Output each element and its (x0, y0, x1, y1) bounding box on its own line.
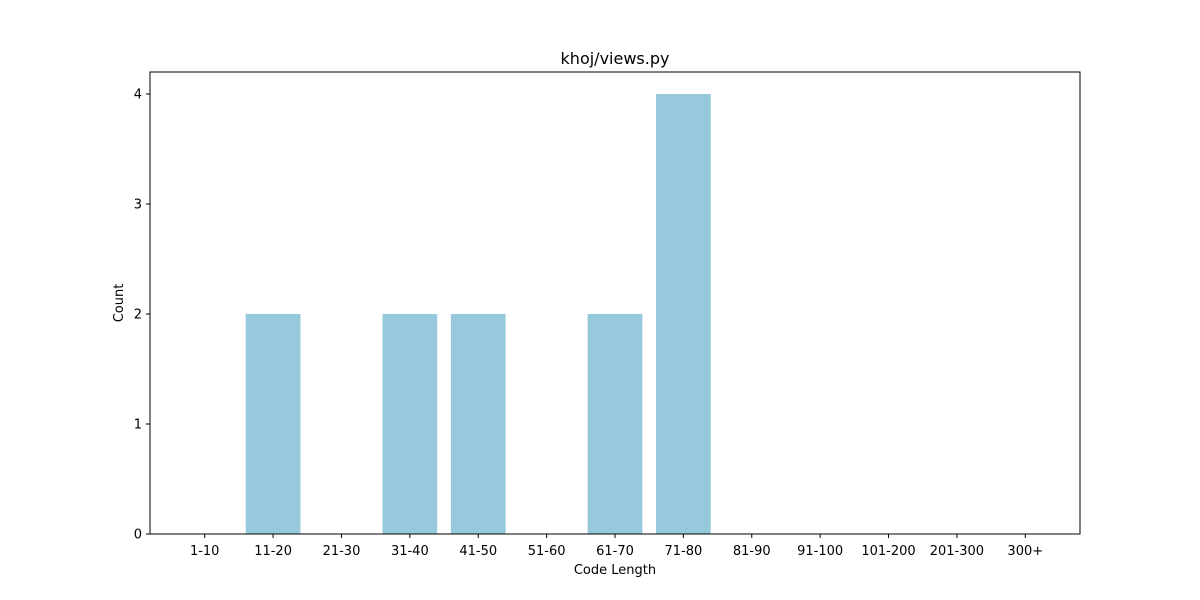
x-axis: 1-10 11-20 21-30 31-40 41-50 51-60 61-70 71-80 8… (190, 534, 1043, 559)
bar-41-50 (451, 314, 506, 534)
y-tick-label: 3 (134, 198, 142, 213)
x-tick-label: 91-100 (797, 544, 843, 559)
x-tick-label: 51-60 (528, 544, 566, 559)
y-tick-label: 1 (134, 418, 142, 433)
bar-61-70 (588, 314, 643, 534)
chart-title: khoj/views.py (561, 49, 670, 68)
x-tick-label: 201-300 (930, 544, 984, 559)
bar-71-80 (656, 94, 711, 534)
x-tick-label: 81-90 (733, 544, 771, 559)
x-tick-label: 71-80 (664, 544, 702, 559)
bar-11-20 (246, 314, 301, 534)
y-tick-label: 0 (134, 528, 142, 543)
x-tick-label: 11-20 (254, 544, 292, 559)
bars-group (246, 94, 711, 534)
x-tick-label: 41-50 (459, 544, 497, 559)
y-axis-label: Count (112, 284, 127, 323)
x-axis-label: Code Length (574, 563, 656, 578)
x-tick-label: 61-70 (596, 544, 634, 559)
y-axis: 0 1 2 3 4 (134, 88, 150, 543)
y-tick-label: 2 (134, 308, 142, 323)
x-tick-label: 31-40 (391, 544, 429, 559)
x-tick-label: 300+ (1007, 544, 1043, 559)
x-tick-label: 101-200 (861, 544, 915, 559)
bar-31-40 (383, 314, 438, 534)
x-tick-label: 21-30 (323, 544, 361, 559)
y-tick-label: 4 (134, 88, 142, 103)
x-tick-label: 1-10 (190, 544, 220, 559)
